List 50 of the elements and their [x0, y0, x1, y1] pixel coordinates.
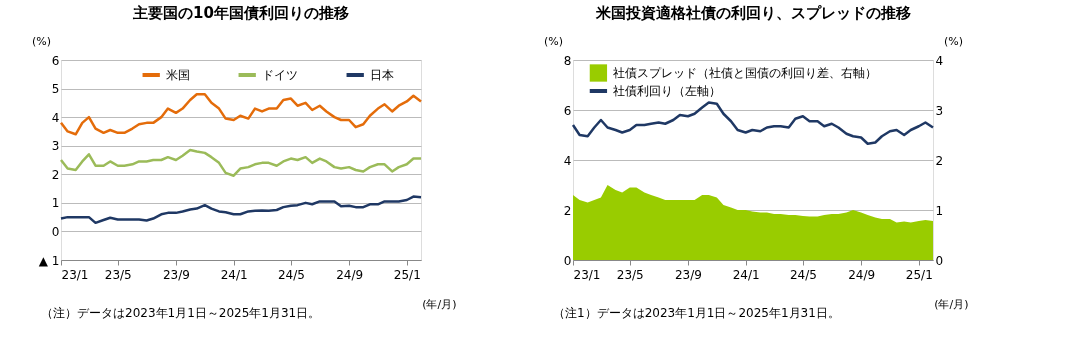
x-tick-label: 24/1 — [220, 267, 248, 282]
text: （注）データは2023年1月1日～2025年1月31日。 — [41, 306, 321, 320]
y-tick-label: 5 — [51, 82, 60, 97]
x-tick-label: 23/1 — [573, 267, 601, 282]
y-tick-label: 6 — [51, 53, 60, 68]
x-tick-label: 24/9 — [848, 267, 876, 282]
y-tick-label: 3 — [51, 139, 60, 154]
y2-axis-title: (%) — [943, 34, 964, 48]
x-tick-label: 24/1 — [732, 267, 760, 282]
chart-title: 主要国の10年国債利回りの推移 — [132, 4, 349, 22]
x-tick-label: 23/5 — [104, 267, 132, 282]
y-axis-title: (%) — [31, 34, 52, 48]
line-series — [59, 195, 423, 225]
y-tick-label: 0 — [51, 224, 60, 239]
legend-label: ドイツ — [262, 68, 299, 82]
y2-tick-label: 3 — [935, 103, 944, 118]
chart-title: 米国投資適格社債の利回り、スプレッドの推移 — [594, 4, 911, 22]
x-tick-label: 25/1 — [905, 267, 933, 282]
line-series — [59, 93, 423, 136]
x-axis-title: (年/月) — [934, 297, 969, 311]
legend-label: 日本 — [370, 68, 395, 82]
legend-label: 社債スプレッド（社債と国債の利回り差、右軸） — [613, 66, 878, 80]
y-tick-label: 1 — [51, 196, 60, 211]
y-axis-title: (%) — [543, 34, 564, 48]
x-tick-label: 24/5 — [277, 267, 305, 282]
x-tick-label: 23/9 — [674, 267, 702, 282]
y2-tick-label: 1 — [935, 203, 944, 218]
y-tick-label: 0 — [563, 253, 572, 268]
y-tick-label: 4 — [51, 110, 60, 125]
y-tick-label: 2 — [563, 203, 572, 218]
x-tick-label: 23/9 — [162, 267, 190, 282]
y-tick-label: 4 — [563, 153, 572, 168]
line-series — [571, 101, 935, 145]
y-tick-label: 2 — [51, 167, 60, 182]
y2-tick-label: 4 — [935, 53, 944, 68]
legend-label: 米国 — [166, 68, 191, 82]
x-axis-title: (年/月) — [422, 297, 457, 311]
x-tick-label: 24/5 — [789, 267, 817, 282]
y-tick-label: 6 — [563, 103, 572, 118]
x-tick-label: 24/9 — [336, 267, 364, 282]
y-tick-label: 8 — [563, 53, 572, 68]
y-tick-label: ▲ 1 — [38, 253, 60, 268]
y2-tick-label: 0 — [935, 253, 944, 268]
x-tick-label: 23/5 — [616, 267, 644, 282]
text: （注1）データは2023年1月1日～2025年1月31日。 — [553, 306, 840, 320]
x-tick-label: 25/1 — [393, 267, 421, 282]
line-series — [59, 148, 423, 177]
y2-tick-label: 2 — [935, 153, 944, 168]
x-tick-label: 23/1 — [61, 267, 89, 282]
legend-label: 社債利回り（左軸） — [613, 84, 722, 98]
